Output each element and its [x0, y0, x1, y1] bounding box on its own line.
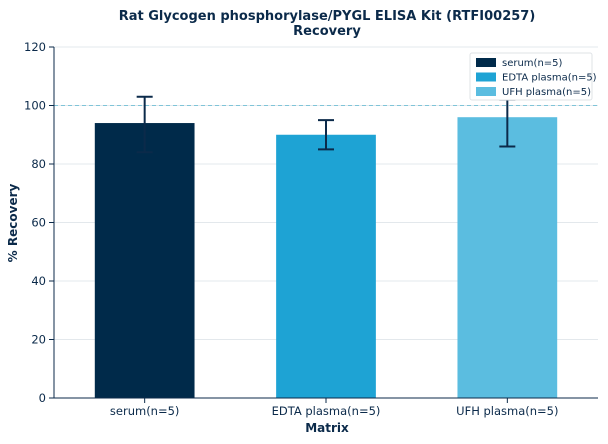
y-tick-label: 100 [24, 99, 46, 113]
legend-label: EDTA plasma(n=5) [502, 73, 597, 84]
y-tick-label: 40 [31, 274, 46, 288]
x-tick-label: UFH plasma(n=5) [456, 404, 558, 418]
error-bars [136, 95, 516, 154]
legend-label: serum(n=5) [502, 58, 563, 69]
y-tick-label: 80 [31, 157, 46, 171]
bar [457, 117, 558, 398]
chart-subtitle: Recovery [293, 24, 361, 39]
x-tick-label: EDTA plasma(n=5) [272, 404, 381, 418]
y-axis-ticks: 0 20 40 60 80 100 120 [24, 40, 54, 405]
legend-swatch [476, 87, 496, 96]
y-tick-label: 60 [31, 216, 46, 230]
bar [276, 134, 376, 398]
x-tick-label: serum(n=5) [110, 404, 180, 418]
y-tick-label: 20 [31, 333, 46, 347]
y-tick-label: 120 [24, 40, 46, 54]
legend-box [469, 52, 593, 101]
y-tick-label: 0 [39, 391, 46, 405]
legend: serum(n=5) EDTA plasma(n=5) UFH plasma(n=5… [469, 52, 597, 101]
legend-label: UFH plasma(n=5) [502, 87, 591, 98]
x-axis-ticks: serum(n=5) EDTA plasma(n=5) UFH plasma(n=5… [110, 398, 559, 418]
bars [94, 117, 558, 399]
legend-swatch [476, 58, 496, 67]
y-axis-label: % Recovery [6, 184, 20, 263]
legend-swatch [476, 72, 496, 82]
bar [94, 123, 195, 399]
x-axis-label: Matrix [305, 421, 349, 435]
chart-title: Rat Glycogen phosphorylase/PYGL ELISA Ki… [119, 9, 536, 24]
